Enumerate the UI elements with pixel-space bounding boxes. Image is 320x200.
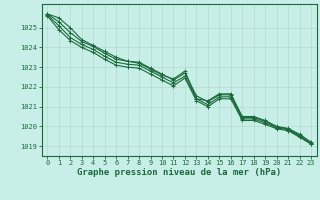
- X-axis label: Graphe pression niveau de la mer (hPa): Graphe pression niveau de la mer (hPa): [77, 168, 281, 177]
